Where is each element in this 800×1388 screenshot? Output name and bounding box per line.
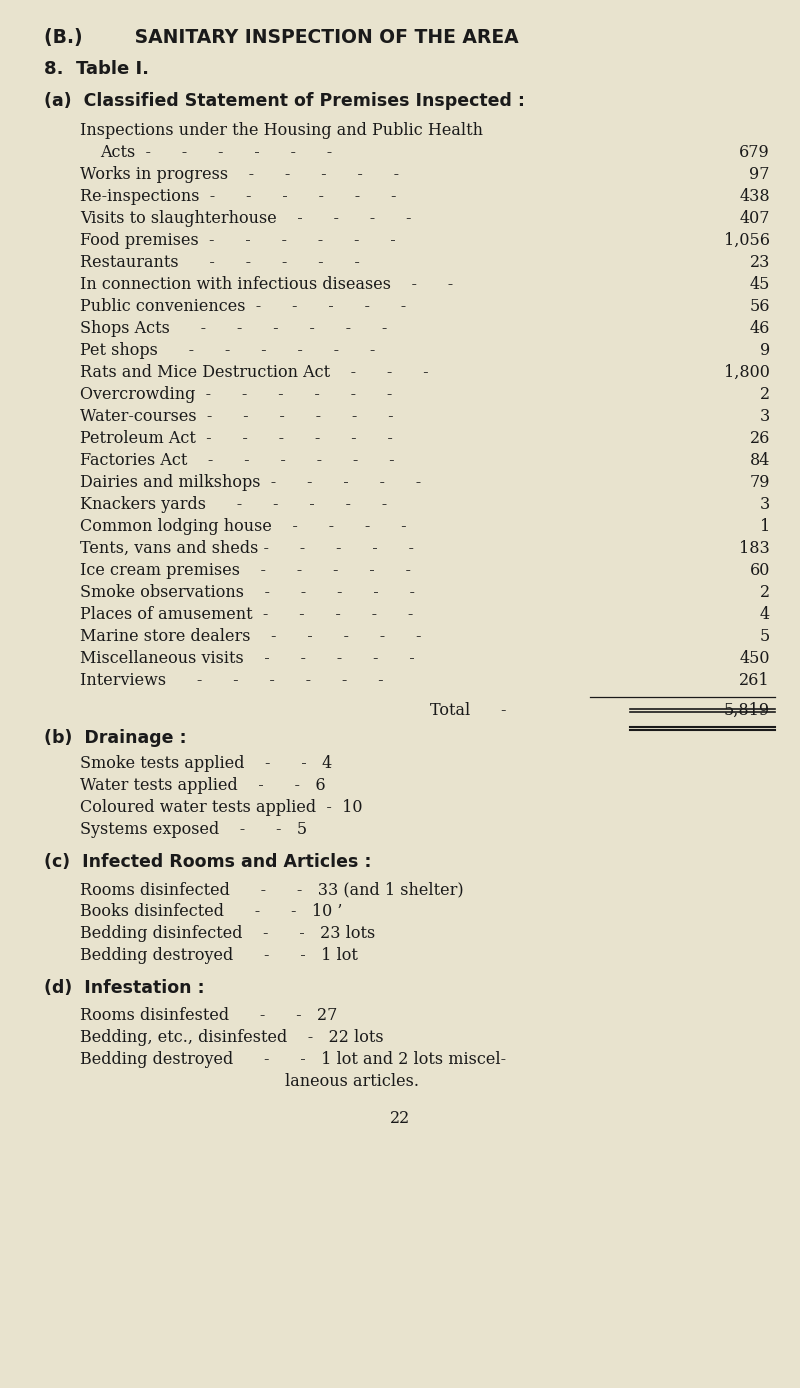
Text: Coloured water tests applied  -  10: Coloured water tests applied - 10 <box>80 799 362 816</box>
Text: 22: 22 <box>390 1110 410 1127</box>
Text: (a)  Classified Statement of Premises Inspected :: (a) Classified Statement of Premises Ins… <box>44 92 525 110</box>
Text: Re-inspections  -      -      -      -      -      -: Re-inspections - - - - - - <box>80 187 397 205</box>
Text: 97: 97 <box>750 167 770 183</box>
Text: Food premises  -      -      -      -      -      -: Food premises - - - - - - <box>80 232 396 248</box>
Text: Books disinfected      -      -   10 ’: Books disinfected - - 10 ’ <box>80 904 342 920</box>
Text: Water tests applied    -      -   6: Water tests applied - - 6 <box>80 777 326 794</box>
Text: Acts  -      -      -      -      -      -: Acts - - - - - - <box>100 144 332 161</box>
Text: 9: 9 <box>760 341 770 359</box>
Text: 23: 23 <box>750 254 770 271</box>
Text: (b)  Drainage :: (b) Drainage : <box>44 729 186 747</box>
Text: Bedding disinfected    -      -   23 lots: Bedding disinfected - - 23 lots <box>80 924 375 942</box>
Text: (d)  Infestation :: (d) Infestation : <box>44 979 205 997</box>
Text: 46: 46 <box>750 321 770 337</box>
Text: Rooms disinfected      -      -   33 (and 1 shelter): Rooms disinfected - - 33 (and 1 shelter) <box>80 881 464 898</box>
Text: Inspections under the Housing and Public Health: Inspections under the Housing and Public… <box>80 122 483 139</box>
Text: Miscellaneous visits    -      -      -      -      -: Miscellaneous visits - - - - - <box>80 650 414 668</box>
Text: 438: 438 <box>739 187 770 205</box>
Text: Marine store dealers    -      -      -      -      -: Marine store dealers - - - - - <box>80 627 422 645</box>
Text: Overcrowding  -      -      -      -      -      -: Overcrowding - - - - - - <box>80 386 392 403</box>
Text: Dairies and milkshops  -      -      -      -      -: Dairies and milkshops - - - - - <box>80 473 422 491</box>
Text: 2: 2 <box>760 584 770 601</box>
Text: Places of amusement  -      -      -      -      -: Places of amusement - - - - - <box>80 607 414 623</box>
Text: 45: 45 <box>750 276 770 293</box>
Text: 56: 56 <box>750 298 770 315</box>
Text: Bedding destroyed      -      -   1 lot and 2 lots miscel-: Bedding destroyed - - 1 lot and 2 lots m… <box>80 1051 506 1067</box>
Text: In connection with infectious diseases    -      -: In connection with infectious diseases -… <box>80 276 454 293</box>
Text: Public conveniences  -      -      -      -      -: Public conveniences - - - - - <box>80 298 406 315</box>
Text: 4: 4 <box>760 607 770 623</box>
Text: Works in progress    -      -      -      -      -: Works in progress - - - - - <box>80 167 399 183</box>
Text: 1,800: 1,800 <box>724 364 770 380</box>
Text: Bedding, etc., disinfested    -   22 lots: Bedding, etc., disinfested - 22 lots <box>80 1029 384 1047</box>
Text: 26: 26 <box>750 430 770 447</box>
Text: (B.)        SANITARY INSPECTION OF THE AREA: (B.) SANITARY INSPECTION OF THE AREA <box>44 28 518 47</box>
Text: 5: 5 <box>760 627 770 645</box>
Text: 679: 679 <box>739 144 770 161</box>
Text: 79: 79 <box>750 473 770 491</box>
Text: Smoke tests applied    -      -   4: Smoke tests applied - - 4 <box>80 755 332 772</box>
Text: 3: 3 <box>760 408 770 425</box>
Text: Knackers yards      -      -      -      -      -: Knackers yards - - - - - <box>80 496 387 514</box>
Text: 261: 261 <box>739 672 770 688</box>
Text: (c)  Infected Rooms and Articles :: (c) Infected Rooms and Articles : <box>44 854 371 872</box>
Text: Systems exposed    -      -   5: Systems exposed - - 5 <box>80 820 307 838</box>
Text: Bedding destroyed      -      -   1 lot: Bedding destroyed - - 1 lot <box>80 947 358 965</box>
Text: Tents, vans and sheds -      -      -      -      -: Tents, vans and sheds - - - - - <box>80 540 414 557</box>
Text: 1,056: 1,056 <box>724 232 770 248</box>
Text: Petroleum Act  -      -      -      -      -      -: Petroleum Act - - - - - - <box>80 430 393 447</box>
Text: 84: 84 <box>750 452 770 469</box>
Text: Smoke observations    -      -      -      -      -: Smoke observations - - - - - <box>80 584 415 601</box>
Text: Factories Act    -      -      -      -      -      -: Factories Act - - - - - - <box>80 452 394 469</box>
Text: Water-courses  -      -      -      -      -      -: Water-courses - - - - - - <box>80 408 394 425</box>
Text: 183: 183 <box>739 540 770 557</box>
Text: 407: 407 <box>739 210 770 228</box>
Text: Visits to slaughterhouse    -      -      -      -: Visits to slaughterhouse - - - - <box>80 210 411 228</box>
Text: Common lodging house    -      -      -      -: Common lodging house - - - - <box>80 518 406 534</box>
Text: 8.  Table I.: 8. Table I. <box>44 60 149 78</box>
Text: Rooms disinfested      -      -   27: Rooms disinfested - - 27 <box>80 1008 338 1024</box>
Text: 3: 3 <box>760 496 770 514</box>
Text: Interviews      -      -      -      -      -      -: Interviews - - - - - - <box>80 672 384 688</box>
Text: 60: 60 <box>750 562 770 579</box>
Text: laneous articles.: laneous articles. <box>80 1073 419 1090</box>
Text: Rats and Mice Destruction Act    -      -      -: Rats and Mice Destruction Act - - - <box>80 364 429 380</box>
Text: Restaurants      -      -      -      -      -: Restaurants - - - - - <box>80 254 360 271</box>
Text: 5,819: 5,819 <box>724 702 770 719</box>
Text: 450: 450 <box>739 650 770 668</box>
Text: Ice cream premises    -      -      -      -      -: Ice cream premises - - - - - <box>80 562 411 579</box>
Text: Total      -: Total - <box>430 702 506 719</box>
Text: 1: 1 <box>760 518 770 534</box>
Text: 2: 2 <box>760 386 770 403</box>
Text: Shops Acts      -      -      -      -      -      -: Shops Acts - - - - - - <box>80 321 387 337</box>
Text: Pet shops      -      -      -      -      -      -: Pet shops - - - - - - <box>80 341 375 359</box>
